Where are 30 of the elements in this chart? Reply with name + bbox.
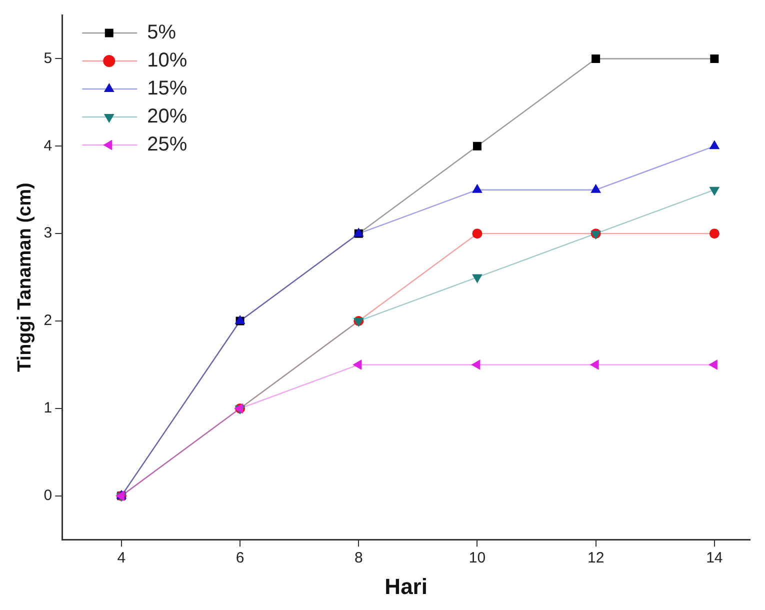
- legend-label: 15%: [147, 78, 188, 100]
- legend-label: 25%: [147, 134, 188, 156]
- x-tick-label: 10: [468, 550, 486, 567]
- point: [592, 54, 600, 63]
- point: [472, 142, 482, 150]
- y-tick-label: 1: [44, 400, 52, 417]
- y-tick-label: 4: [44, 137, 52, 154]
- point: [590, 360, 599, 370]
- y-tick-label: 2: [44, 312, 52, 330]
- x-axis-title: Hari: [384, 574, 428, 599]
- y-tick-label: 3: [44, 224, 52, 242]
- x-tick-label: 6: [236, 550, 244, 567]
- point: [352, 360, 362, 370]
- x-tick-label: 8: [354, 550, 363, 567]
- y-tick-label: 0: [44, 487, 52, 504]
- point: [472, 274, 482, 284]
- legend-label: 20%: [147, 106, 188, 128]
- x-tick-label: 14: [706, 550, 723, 567]
- point: [709, 186, 720, 196]
- point: [709, 228, 720, 239]
- point: [710, 54, 719, 63]
- legend-label: 5%: [147, 22, 176, 44]
- point: [471, 360, 480, 370]
- x-tick-label: 12: [587, 550, 604, 567]
- y-axis-title: Tinggi Tanaman (cm): [14, 182, 36, 372]
- y-tick-label: 5: [44, 50, 52, 67]
- legend-label: 10%: [147, 50, 188, 72]
- point: [472, 228, 482, 239]
- point: [709, 140, 720, 150]
- x-tick-label: 4: [117, 550, 126, 567]
